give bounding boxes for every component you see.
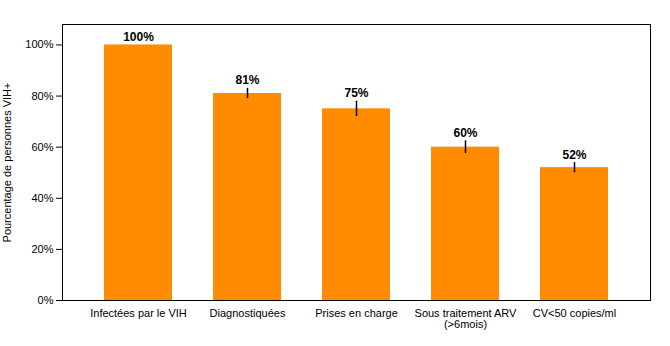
svg-text:75%: 75% [344, 86, 368, 100]
svg-text:Diagnostiquées: Diagnostiquées [210, 307, 286, 319]
svg-text:60%: 60% [453, 126, 477, 140]
svg-text:100%: 100% [25, 38, 53, 50]
svg-text:Infectées par le VIH: Infectées par le VIH [90, 307, 187, 319]
svg-text:Prises en charge: Prises en charge [315, 307, 398, 319]
svg-text:100%: 100% [123, 30, 154, 44]
svg-text:81%: 81% [235, 73, 259, 87]
svg-text:Sous traitement ARV(>6mois): Sous traitement ARV(>6mois) [415, 307, 518, 330]
svg-text:80%: 80% [31, 90, 53, 102]
svg-text:20%: 20% [31, 243, 53, 255]
svg-text:Pourcentage de personnes VIH+: Pourcentage de personnes VIH+ [1, 83, 13, 243]
svg-text:CV<50 copies/ml: CV<50 copies/ml [533, 307, 616, 319]
svg-text:60%: 60% [31, 141, 53, 153]
svg-text:52%: 52% [562, 148, 586, 162]
svg-text:0%: 0% [38, 294, 54, 306]
svg-text:40%: 40% [31, 192, 53, 204]
